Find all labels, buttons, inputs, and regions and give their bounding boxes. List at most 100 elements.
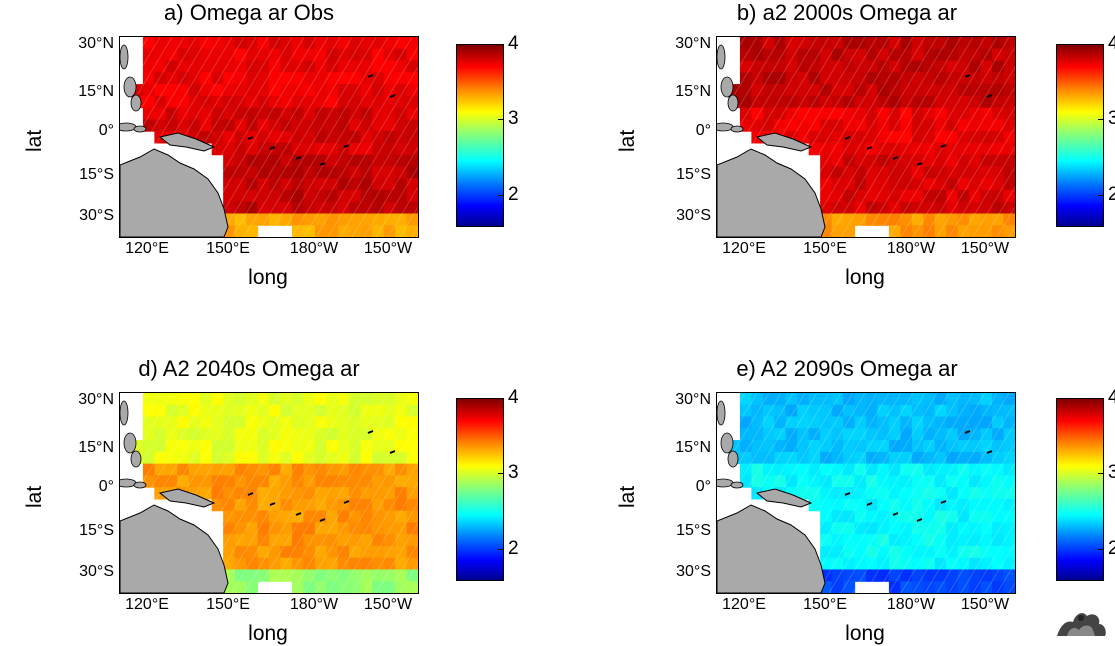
- x-tick-label: 150°E: [803, 596, 847, 613]
- heatmap-cell: [808, 84, 821, 97]
- heatmap-cell: [234, 213, 247, 226]
- heatmap-cell: [739, 60, 752, 73]
- heatmap-cell: [406, 225, 418, 237]
- heatmap-cell: [785, 37, 798, 50]
- heatmap-cell: [900, 225, 913, 237]
- heatmap-cell: [797, 404, 810, 418]
- heatmap-cell: [797, 37, 810, 50]
- heatmap-cell: [751, 48, 764, 62]
- heatmap-cell: [992, 545, 1005, 559]
- heatmap-cell: [303, 416, 316, 429]
- heatmap-cell: [946, 569, 959, 582]
- heatmap-cell: [1003, 545, 1015, 559]
- heatmap-cell: [200, 463, 213, 476]
- heatmap-cell: [280, 166, 293, 179]
- heatmap-cell: [280, 189, 293, 203]
- heatmap-cell: [383, 166, 396, 179]
- heatmap-cell: [337, 60, 350, 73]
- colorbar-tick-label: 2: [508, 183, 519, 205]
- heatmap-cell: [177, 119, 190, 132]
- heatmap-cell: [888, 393, 901, 406]
- heatmap-cell: [877, 569, 890, 582]
- heatmap-cell: [257, 498, 270, 512]
- heatmap-cell: [211, 475, 224, 488]
- grid-line: [120, 37, 185, 145]
- colorbar-tick-label: 4: [508, 387, 519, 408]
- heatmap-cell: [934, 225, 947, 237]
- heatmap-cell: [900, 84, 913, 97]
- heatmap-cell: [269, 545, 282, 559]
- heatmap-cell: [762, 416, 775, 429]
- heatmap-cell: [291, 60, 304, 73]
- heatmap-cell: [820, 107, 833, 120]
- heatmap-cell: [854, 166, 867, 179]
- heatmap-cell: [165, 440, 178, 453]
- heatmap-cell: [326, 166, 339, 179]
- heatmap-cell: [223, 142, 236, 156]
- heatmap-cell: [246, 440, 259, 453]
- heatmap-cell: [200, 475, 213, 488]
- heatmap-cell: [303, 48, 316, 62]
- heatmap-cell: [326, 213, 339, 226]
- heatmap-cell: [154, 107, 167, 120]
- heatmap-cell: [234, 107, 247, 120]
- heatmap-cell: [751, 84, 764, 97]
- heatmap-cell: [314, 498, 327, 512]
- heatmap-cell: [360, 72, 373, 85]
- heatmap-cell: [211, 119, 224, 132]
- heatmap-cell: [785, 72, 798, 85]
- heatmap-cell: [154, 60, 167, 73]
- heatmap-cell: [911, 48, 924, 62]
- heatmap-cell: [797, 131, 810, 144]
- grid-line: [279, 393, 401, 593]
- heatmap-cell: [797, 48, 810, 62]
- heatmap-cell: [946, 154, 959, 168]
- island-land: [123, 432, 137, 454]
- heatmap-cell: [866, 166, 879, 179]
- heatmap-cell: [843, 510, 856, 524]
- heatmap-cell: [992, 510, 1005, 524]
- heatmap-cell: [797, 451, 810, 465]
- heatmap-cell: [269, 428, 282, 441]
- heatmap-cell: [911, 201, 924, 215]
- heatmap-cell: [980, 534, 993, 547]
- heatmap-cell: [360, 119, 373, 132]
- heatmap-cell: [372, 37, 385, 50]
- heatmap-cell: [165, 37, 178, 50]
- heatmap-cell: [360, 498, 373, 512]
- heatmap-cell: [992, 142, 1005, 156]
- heatmap-cell: [291, 107, 304, 120]
- heatmap-cell: [866, 440, 879, 453]
- heatmap-cell: [934, 60, 947, 73]
- grid-line: [864, 37, 986, 237]
- heatmap-cell: [234, 48, 247, 62]
- heatmap-cell: [900, 557, 913, 571]
- heatmap-cell: [246, 201, 259, 215]
- heatmap-cell: [808, 451, 821, 465]
- heatmap-cell: [223, 534, 236, 547]
- heatmap-cell: [911, 72, 924, 85]
- heatmap-cell: [291, 475, 304, 488]
- heatmap-cell: [923, 72, 936, 85]
- heatmap-cell: [762, 393, 775, 406]
- heatmap-cell: [303, 60, 316, 73]
- heatmap-cell: [911, 213, 924, 226]
- heatmap-cell: [1003, 404, 1015, 418]
- heatmap-cell: [223, 557, 236, 571]
- heatmap-cell: [831, 569, 844, 582]
- heatmap-cell: [269, 131, 282, 144]
- heatmap-cell: [866, 131, 879, 144]
- heatmap-cell: [888, 60, 901, 73]
- grid-line: [339, 106, 418, 237]
- heatmap-cell: [337, 404, 350, 418]
- heatmap-cell: [900, 569, 913, 582]
- heatmap-cell: [774, 475, 787, 488]
- heatmap-cell: [797, 428, 810, 441]
- heatmap-cell: [177, 451, 190, 465]
- heatmap-cell: [980, 166, 993, 179]
- heatmap-plot-area: [119, 392, 419, 594]
- heatmap-cell: [911, 428, 924, 441]
- heatmap-cell: [395, 451, 408, 465]
- heatmap-cell: [154, 416, 167, 429]
- heatmap-cell: [843, 178, 856, 191]
